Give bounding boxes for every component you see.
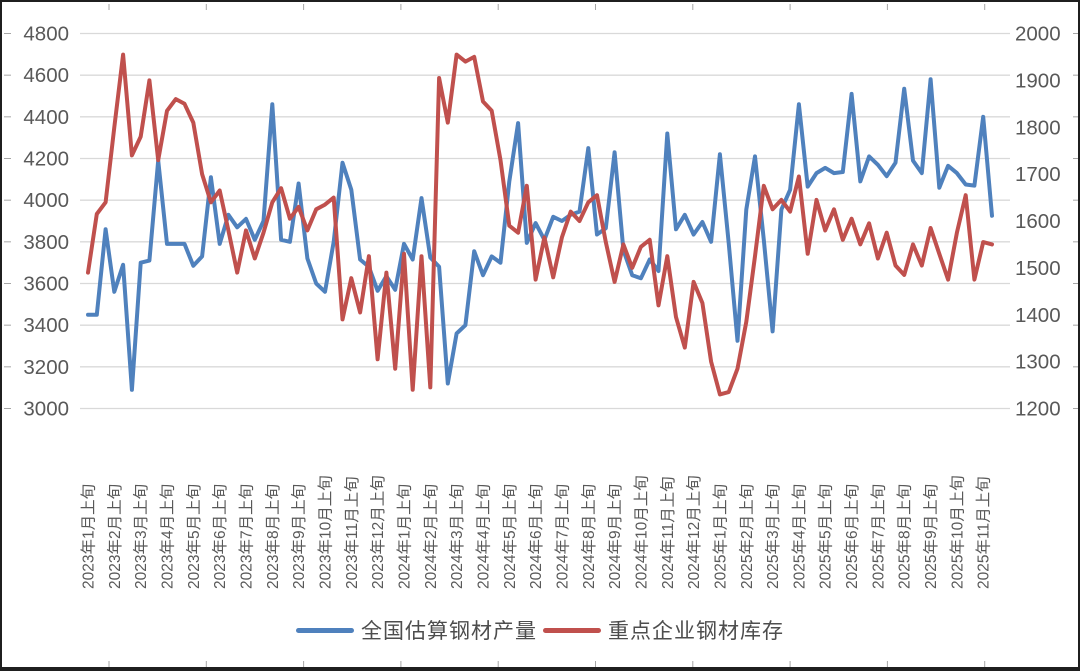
left-axis-tick-label: 4200 bbox=[23, 148, 69, 171]
x-axis-tick-label: 2023年7月上旬 bbox=[237, 484, 255, 589]
x-axis-tick-label: 2024年8月上旬 bbox=[580, 484, 598, 589]
legend-label-inventory: 重点企业钢材库存 bbox=[608, 620, 784, 643]
x-axis-tick-label: 2025年11月上旬 bbox=[975, 476, 993, 589]
x-axis-tick-label: 2023年5月上旬 bbox=[185, 484, 203, 589]
x-axis-tick-label: 2024年12月上旬 bbox=[685, 475, 703, 589]
x-axis-tick-label: 2023年9月上旬 bbox=[290, 484, 308, 589]
x-axis-tick-label: 2024年10月上旬 bbox=[632, 475, 650, 589]
inventory-line-series bbox=[86, 52, 994, 397]
right-axis-tick-label: 1600 bbox=[1015, 210, 1061, 233]
x-axis-tick-label: 2025年2月上旬 bbox=[738, 484, 756, 589]
legend-item-inventory: 重点企业钢材库存 bbox=[543, 615, 784, 645]
x-axis-tick-label: 2025年6月上旬 bbox=[843, 484, 861, 589]
x-axis-tick-label: 2024年2月上旬 bbox=[422, 484, 440, 589]
legend-item-production: 全国估算钢材产量 bbox=[296, 615, 537, 645]
left-axis-tick-label: 3600 bbox=[23, 273, 69, 296]
left-axis-tick-label: 3200 bbox=[23, 356, 69, 379]
x-axis-tick-label: 2023年6月上旬 bbox=[211, 484, 229, 589]
x-axis-tick-label: 2025年4月上旬 bbox=[790, 484, 808, 589]
frame-ticks bbox=[4, 4, 1078, 667]
right-axis-tick-label: 1200 bbox=[1015, 398, 1061, 421]
x-axis-tick-label: 2025年8月上旬 bbox=[896, 484, 914, 589]
x-axis-tick-label: 2023年11月上旬 bbox=[343, 476, 361, 589]
right-axis-tick-label: 1800 bbox=[1015, 116, 1061, 139]
left-axis-tick-label: 3000 bbox=[23, 398, 69, 421]
y-axis-labels: 3000 3200 3400 3600 3800 4000 4200 4400 4600 4800… bbox=[23, 23, 1060, 421]
left-axis-tick-label: 4600 bbox=[23, 64, 69, 87]
left-axis-tick-label: 4800 bbox=[23, 23, 69, 46]
x-axis-tick-label: 2024年3月上旬 bbox=[448, 484, 466, 589]
x-axis-tick-label: 2024年9月上旬 bbox=[606, 484, 624, 589]
x-axis-tick-label: 2024年1月上旬 bbox=[395, 484, 413, 589]
x-axis-tick-label: 2024年5月上旬 bbox=[501, 484, 519, 589]
right-axis-tick-label: 1900 bbox=[1015, 69, 1061, 92]
legend-label-production: 全国估算钢材产量 bbox=[361, 620, 537, 643]
x-axis-tick-label: 2025年5月上旬 bbox=[817, 484, 835, 589]
right-axis-tick-label: 2000 bbox=[1015, 23, 1061, 46]
x-axis-tick-label: 2025年10月上旬 bbox=[948, 475, 966, 589]
x-axis-tick-label: 2023年3月上旬 bbox=[132, 484, 150, 589]
x-axis-labels: 2023年1月上旬 2023年2月上旬 2023年3月上旬 2023年4月上旬 2023… bbox=[80, 475, 993, 589]
x-axis-tick-label: 2025年3月上旬 bbox=[764, 484, 782, 589]
left-axis-tick-label: 3400 bbox=[23, 314, 69, 337]
chart-legend: 全国估算钢材产量 重点企业钢材库存 bbox=[2, 615, 1078, 645]
right-axis-tick-label: 1700 bbox=[1015, 163, 1061, 186]
x-axis-tick-label: 2023年1月上旬 bbox=[80, 484, 98, 589]
x-axis-tick-label: 2025年7月上旬 bbox=[869, 484, 887, 589]
x-axis-tick-label: 2024年11月上旬 bbox=[659, 476, 677, 589]
x-axis-tick-label: 2024年4月上旬 bbox=[474, 484, 492, 589]
x-axis-tick-label: 2025年9月上旬 bbox=[922, 484, 940, 589]
gridlines bbox=[80, 32, 1010, 410]
x-axis-tick-label: 2024年7月上旬 bbox=[553, 484, 571, 589]
left-axis-tick-label: 3800 bbox=[23, 231, 69, 254]
production-line-swatch-icon bbox=[296, 627, 354, 633]
x-axis-tick-label: 2023年10月上旬 bbox=[316, 475, 334, 589]
x-axis-tick-label: 2024年6月上旬 bbox=[527, 484, 545, 589]
x-axis-tick-label: 2023年8月上旬 bbox=[264, 484, 282, 589]
right-axis-tick-label: 1500 bbox=[1015, 257, 1061, 280]
right-axis-tick-label: 1400 bbox=[1015, 304, 1061, 327]
x-axis-tick-label: 2023年4月上旬 bbox=[158, 484, 176, 589]
left-axis-tick-label: 4000 bbox=[23, 189, 69, 212]
x-axis-tick-label: 2023年2月上旬 bbox=[106, 484, 124, 589]
x-axis-tick-label: 2025年1月上旬 bbox=[711, 484, 729, 589]
left-axis-tick-label: 4400 bbox=[23, 106, 69, 129]
right-axis-tick-label: 1300 bbox=[1015, 351, 1061, 374]
production-line-series bbox=[86, 77, 994, 392]
inventory-line-swatch-icon bbox=[543, 627, 601, 633]
x-axis-tick-label: 2023年12月上旬 bbox=[369, 475, 387, 589]
